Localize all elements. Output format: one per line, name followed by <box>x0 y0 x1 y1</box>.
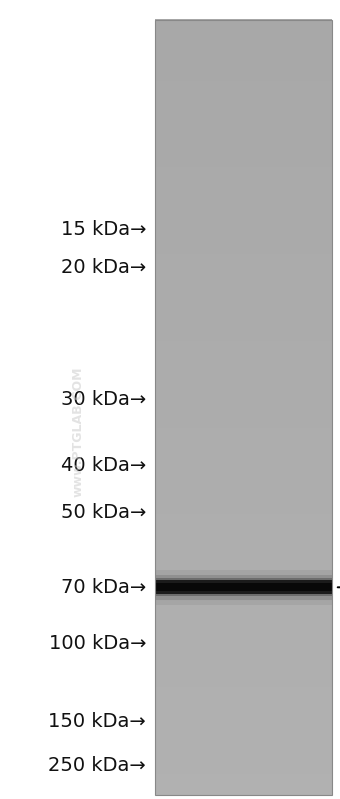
Text: 20 kDa→: 20 kDa→ <box>61 259 146 277</box>
Bar <box>155 20 332 795</box>
Bar <box>155 578 332 596</box>
Text: 40 kDa→: 40 kDa→ <box>61 456 146 475</box>
Text: 50 kDa→: 50 kDa→ <box>61 503 146 522</box>
Bar <box>155 580 332 594</box>
Text: 100 kDa→: 100 kDa→ <box>49 634 146 654</box>
Text: 250 kDa→: 250 kDa→ <box>48 756 146 775</box>
Bar <box>155 574 332 600</box>
Text: 30 kDa→: 30 kDa→ <box>61 390 146 409</box>
Bar <box>155 583 332 591</box>
Text: 15 kDa→: 15 kDa→ <box>61 220 146 239</box>
Bar <box>155 570 332 605</box>
Text: www.PTGLAB.COM: www.PTGLAB.COM <box>72 366 85 497</box>
Text: 70 kDa→: 70 kDa→ <box>61 578 146 597</box>
Text: 150 kDa→: 150 kDa→ <box>48 712 146 731</box>
